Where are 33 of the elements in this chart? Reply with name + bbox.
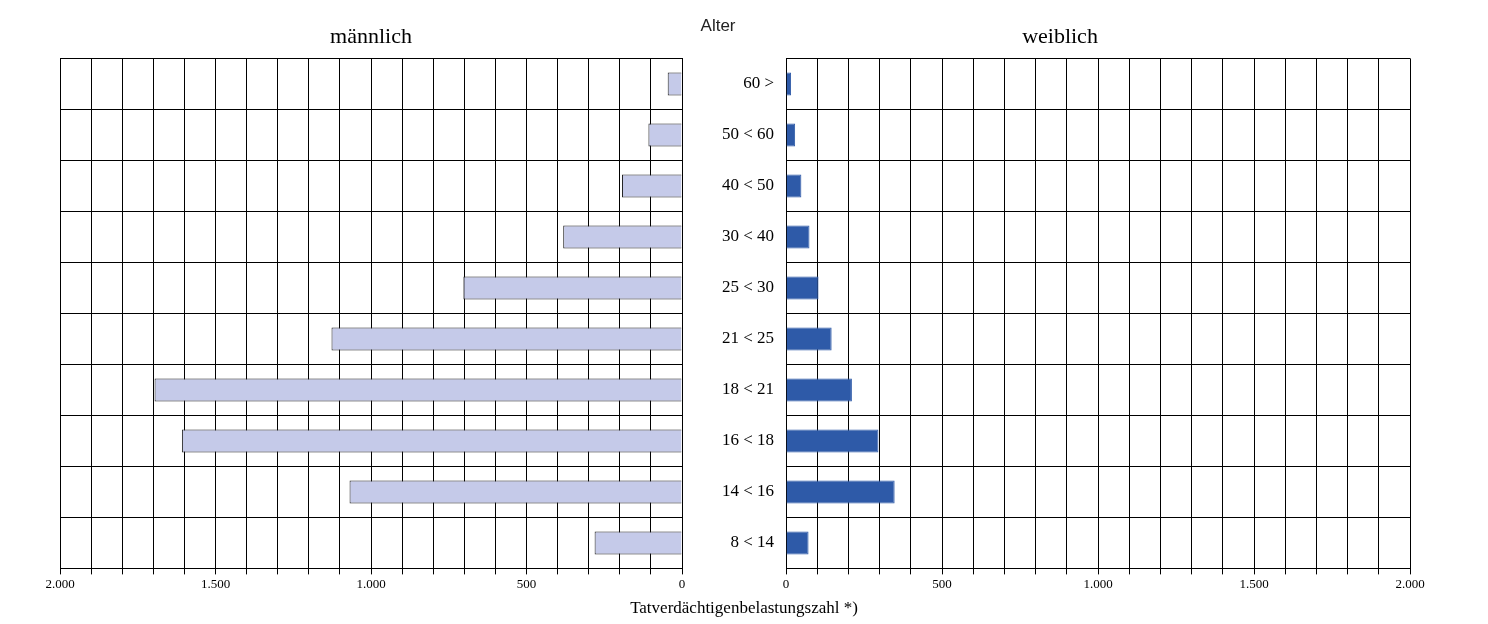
y-tick-label: 60 > — [743, 73, 775, 93]
x-tick-label: 500 — [932, 576, 952, 592]
chart-title: weiblich — [1022, 22, 1098, 48]
bar — [786, 327, 832, 351]
y-tick-label: 30 < 40 — [721, 226, 775, 246]
y-axis-title: Alter — [700, 16, 736, 36]
bar — [786, 123, 796, 147]
y-tick-label: 40 < 50 — [721, 175, 775, 195]
y-tick-label: 21 < 25 — [721, 328, 775, 348]
bar — [786, 378, 852, 402]
y-tick-label: 14 < 16 — [721, 481, 775, 501]
x-tick-label: 1.000 — [1083, 576, 1113, 592]
y-tick-label: 18 < 21 — [721, 379, 775, 399]
bar — [786, 531, 809, 555]
y-tick-label: 16 < 18 — [721, 430, 775, 450]
x-tick-label: 1.500 — [200, 576, 231, 592]
x-tick-label: 2.000 — [1395, 576, 1425, 592]
y-tick-label: 50 < 60 — [721, 124, 775, 144]
bar — [786, 276, 819, 300]
bar — [786, 429, 879, 453]
x-tick-label: 0 — [782, 576, 790, 592]
chart-title: männlich — [330, 22, 412, 48]
x-tick-label: 2.000 — [45, 576, 75, 592]
y-tick-label: 8 < 14 — [730, 532, 775, 552]
bar — [786, 174, 802, 198]
x-axis-title: Tatverdächtigenbelastungszahl *) — [629, 598, 859, 618]
x-tick-label: 1.000 — [356, 576, 386, 592]
bar — [786, 480, 895, 504]
bar — [786, 225, 810, 249]
x-tick-label: 1.500 — [1239, 576, 1269, 592]
x-tick-label: 0 — [678, 576, 686, 592]
y-tick-label: 25 < 30 — [721, 277, 775, 297]
x-tick-label: 500 — [516, 576, 537, 592]
